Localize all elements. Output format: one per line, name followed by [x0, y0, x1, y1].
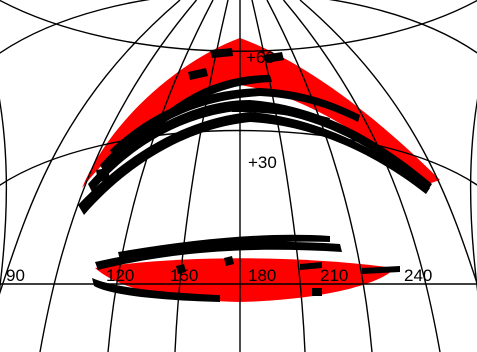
meridian-90-west	[39, 0, 198, 352]
meridian-150-west	[174, 0, 229, 352]
lon-label-120: 120	[106, 266, 134, 285]
map-limb-east	[469, 98, 477, 292]
meridian-90-east	[282, 0, 441, 352]
lon-label-210: 210	[320, 266, 348, 285]
meridian-60-west	[0, 0, 181, 295]
lon-label-240: 240	[404, 266, 432, 285]
lon-label-180: 180	[248, 266, 276, 285]
meridian-60-east	[299, 0, 477, 286]
map-limb-west	[0, 98, 8, 292]
meridian-120-east	[266, 0, 373, 352]
lon-label-90: 90	[6, 266, 25, 285]
northern-coverage-red	[82, 38, 440, 188]
meridian-120-west	[107, 0, 214, 352]
equatorial-coverage-black-strips	[92, 234, 400, 302]
lat-label-60: +60	[246, 48, 275, 67]
map-labels: +60 +30 90 120 150 180 210 240	[6, 48, 432, 285]
equatorial-coverage-region	[92, 234, 400, 302]
meridian-150-east	[251, 0, 306, 352]
parallel-line-60	[0, 0, 477, 54]
lat-label-30: +30	[248, 153, 277, 172]
lon-label-150: 150	[170, 266, 198, 285]
